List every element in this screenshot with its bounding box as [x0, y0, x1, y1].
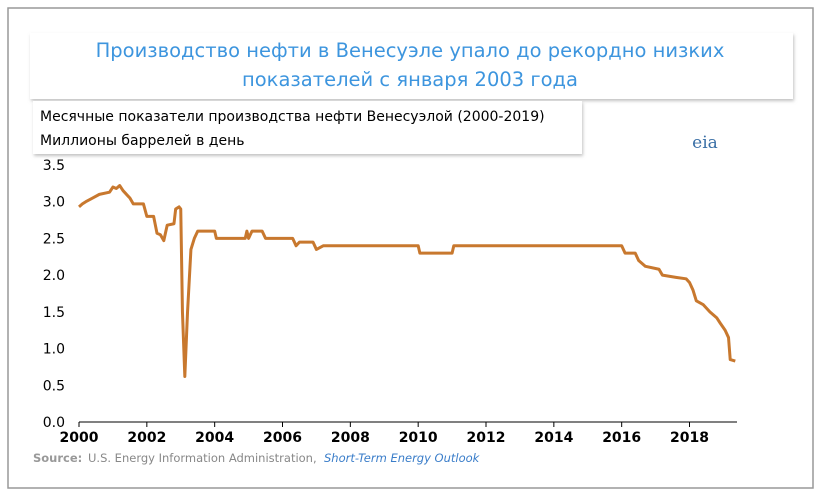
- y-axis-label: Миллионы баррелей в день: [40, 133, 245, 149]
- chart-title: Производство нефти в Венесуэле упало до …: [95, 39, 725, 91]
- y-tick-label: 0.0: [43, 415, 65, 431]
- logo: eia: [692, 133, 718, 153]
- chart-subtitle: Месячные показатели производства нефти В…: [40, 109, 545, 125]
- y-tick-label: 0.5: [43, 378, 65, 394]
- x-tick-label: 2012: [467, 430, 506, 446]
- subtitle-box: [33, 101, 582, 154]
- y-tick-label: 2.5: [43, 231, 65, 247]
- y-tick-label: 3.5: [43, 158, 65, 174]
- x-tick-label: 2016: [602, 430, 641, 446]
- source-link: Short-Term Energy Outlook: [324, 451, 481, 465]
- x-tick-label: 2002: [127, 430, 166, 446]
- x-tick-label: 2004: [195, 430, 234, 446]
- y-tick-label: 1.5: [43, 305, 65, 321]
- title-wrap: Производство нефти в Венесуэле упало до …: [95, 39, 725, 91]
- x-tick-label: 2010: [399, 430, 438, 446]
- x-tick-label: 2006: [263, 430, 302, 446]
- x-tick-label: 2014: [534, 430, 573, 446]
- line: [78, 184, 736, 378]
- title-box: [30, 33, 793, 99]
- x-tick-label: 2018: [670, 430, 709, 446]
- y-tick-label: 2.0: [43, 268, 65, 284]
- y-tick-label: 3.0: [43, 195, 65, 211]
- source-label: Source:: [33, 451, 82, 465]
- x-tick-label: 2008: [331, 430, 370, 446]
- x-tick-label: 2000: [60, 430, 99, 446]
- y-tick-label: 1.0: [43, 342, 65, 358]
- source-text: U.S. Energy Information Administration,: [88, 451, 317, 465]
